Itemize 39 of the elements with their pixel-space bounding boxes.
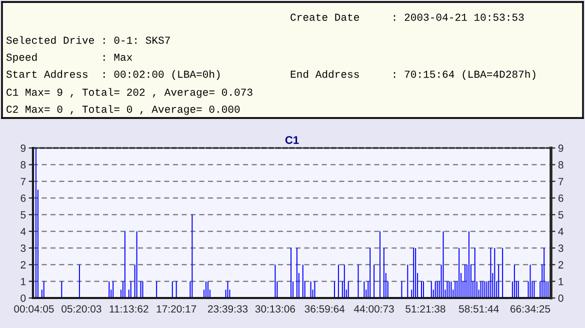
- y2-tick-label: 1: [558, 278, 564, 286]
- y-tick-label: 6: [20, 194, 26, 202]
- text: Create Date : 2003-04-21 10:53:53: [290, 14, 524, 21]
- x-tick-label: 05:20:03: [62, 305, 102, 313]
- text: C1 Max= 9 , Total= 202 , Average= 0.073: [6, 88, 252, 98]
- text: C2 Max= 0 , Total= 0 , Average= 0.000: [6, 105, 240, 115]
- y-tick-label: 1: [21, 278, 26, 286]
- y2-tick-label: 2: [558, 261, 564, 268]
- y2-tick-label: 4: [558, 228, 564, 236]
- x-tick-label: 44:00:73: [354, 305, 394, 313]
- x-tick-label: 58:51:44: [458, 305, 499, 313]
- y-tick-label: 3: [20, 244, 26, 252]
- y2-tick-label: 8: [558, 161, 564, 169]
- text: End Address : 70:15:64 (LBA=4D287h): [290, 70, 536, 80]
- y2-tick-label: 6: [558, 194, 564, 202]
- y-tick-label: 0: [20, 294, 26, 302]
- x-tick-label: 30:13:06: [255, 305, 296, 313]
- y2-tick-label: 3: [558, 244, 564, 252]
- y-tick-label: 5: [20, 211, 26, 219]
- chart-title: C1: [285, 136, 299, 144]
- y2-tick-label: 9: [558, 144, 564, 152]
- y-tick-label: 8: [20, 161, 26, 169]
- x-tick-label: 66:34:25: [510, 305, 550, 313]
- x-tick-label: 36:59:64: [304, 305, 345, 313]
- text: Start Address : 00:02:00 (LBA=0h): [6, 70, 220, 80]
- text: Speed : Max: [6, 53, 132, 63]
- y2-tick-label: 7: [558, 178, 564, 186]
- y-tick-label: 7: [20, 178, 26, 186]
- x-tick-label: 23:39:33: [208, 305, 248, 313]
- y-tick-label: 4: [20, 228, 26, 236]
- x-tick-label: 00:04:05: [14, 305, 54, 313]
- x-tick-label: 51:21:38: [406, 305, 446, 313]
- x-tick-label: 11:13:62: [110, 305, 148, 313]
- y-tick-label: 9: [20, 144, 26, 152]
- y-tick-label: 2: [20, 261, 26, 268]
- x-tick-label: 17:20:17: [156, 305, 196, 313]
- y2-tick-label: 5: [558, 211, 564, 219]
- y2-tick-label: 0: [558, 294, 564, 302]
- text: Selected Drive : 0-1: SKS7: [6, 36, 170, 44]
